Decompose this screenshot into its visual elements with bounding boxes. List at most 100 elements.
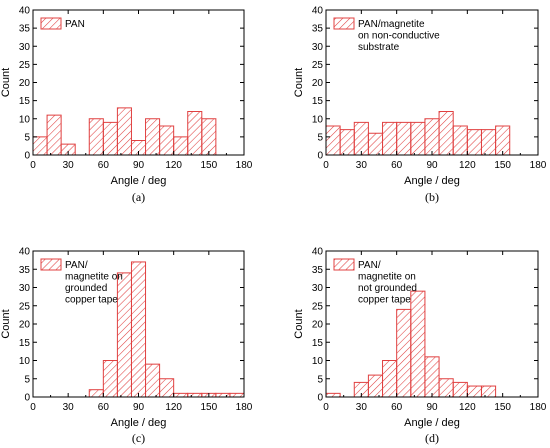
y-tick-label: 5 (317, 374, 323, 385)
y-tick-label: 15 (312, 338, 324, 349)
histogram-bar (130, 261, 147, 398)
y-tick-label: 35 (19, 24, 31, 35)
x-tick-label: 60 (391, 402, 403, 413)
histogram-bar (102, 360, 118, 398)
histogram-bar (466, 129, 482, 156)
y-tick-label: 35 (19, 265, 31, 276)
x-axis-label: Angle / deg (404, 417, 460, 429)
histogram-bar (102, 121, 118, 156)
histogram-bar (339, 129, 355, 156)
histogram-bar (229, 392, 245, 398)
histogram-bar (145, 118, 161, 156)
y-tick-label: 20 (312, 78, 324, 89)
legend-label: substrate (358, 42, 400, 53)
histogram-bar (480, 129, 497, 156)
y-tick-label: 30 (19, 42, 31, 53)
x-tick-label: 180 (236, 402, 253, 413)
legend-label: magnetite on (65, 272, 123, 283)
histogram-bar (410, 121, 426, 156)
histogram-bar (396, 121, 412, 156)
y-tick-label: 0 (317, 151, 323, 162)
y-tick-label: 10 (312, 356, 324, 367)
y-tick-label: 25 (19, 301, 31, 312)
histogram-bar (159, 378, 175, 398)
x-tick-label: 30 (356, 402, 368, 413)
x-tick-label: 150 (494, 160, 511, 171)
histogram-bar (353, 121, 369, 156)
x-tick-label: 0 (30, 160, 36, 171)
panel-caption: (c) (132, 431, 145, 445)
legend-label: copper tape (358, 295, 411, 306)
x-tick-label: 150 (200, 160, 217, 171)
y-tick-label: 0 (24, 151, 30, 162)
histogram-bar (466, 385, 482, 398)
y-tick-label: 10 (19, 356, 31, 367)
y-tick-label: 0 (317, 393, 323, 404)
x-tick-label: 0 (323, 160, 329, 171)
histogram-bar (88, 389, 104, 398)
panel-caption: (a) (132, 190, 145, 204)
x-tick-label: 120 (459, 160, 476, 171)
histogram-bar (116, 272, 132, 398)
x-tick-label: 120 (165, 402, 182, 413)
panel-caption: (d) (425, 431, 439, 445)
y-tick-label: 40 (19, 6, 31, 17)
y-tick-label: 25 (19, 60, 31, 71)
x-tick-label: 90 (133, 160, 145, 171)
x-tick-label: 0 (323, 402, 329, 413)
y-tick-label: 20 (19, 78, 31, 89)
y-tick-label: 15 (19, 338, 31, 349)
legend-label: not grounded (358, 283, 417, 294)
x-tick-label: 30 (63, 160, 75, 171)
histogram-bar (187, 111, 203, 156)
x-tick-label: 180 (530, 402, 547, 413)
x-tick-label: 30 (356, 160, 368, 171)
x-tick-label: 90 (133, 402, 145, 413)
legend-label: copper tape (65, 295, 118, 306)
legend-label: grounded (65, 283, 107, 294)
legend-label: PAN/ (358, 260, 381, 271)
histogram-bar (424, 118, 440, 156)
histogram-bar (396, 308, 412, 398)
histogram-bar (187, 392, 203, 398)
y-axis-label: Count (0, 68, 12, 97)
histogram-bar (88, 118, 104, 156)
y-axis-label: Count (0, 309, 12, 338)
x-tick-label: 90 (426, 160, 438, 171)
y-tick-label: 25 (312, 301, 324, 312)
chart-panel-1: 0 30 60 90 120 150 180 0 5 10 15 20 25 30 35 40 Angle / … (0, 6, 253, 205)
histogram-bar (159, 125, 175, 156)
legend-label: on non-conductive (358, 31, 440, 42)
legend-label: PAN/ (65, 260, 88, 271)
x-tick-label: 150 (494, 402, 511, 413)
legend-label: PAN/magnetite (358, 19, 425, 30)
histogram-bar (495, 125, 511, 156)
histogram-bar (452, 381, 468, 398)
y-axis-label: Count (293, 68, 305, 97)
legend-swatch (40, 258, 62, 271)
y-tick-label: 0 (24, 393, 30, 404)
histogram-bar (32, 136, 48, 156)
y-tick-label: 10 (312, 114, 324, 125)
y-tick-label: 30 (312, 283, 324, 294)
y-tick-label: 40 (312, 6, 324, 17)
x-axis-label: Angle / deg (111, 417, 167, 429)
chart-panel-4: 0 30 60 90 120 150 180 0 5 10 15 20 25 30 35 40 Angle / … (293, 247, 547, 446)
x-tick-label: 120 (165, 160, 182, 171)
x-tick-label: 60 (391, 160, 403, 171)
histogram-bar (145, 363, 161, 398)
y-tick-label: 35 (312, 24, 324, 35)
y-tick-label: 20 (312, 320, 324, 331)
histogram-bar (367, 132, 384, 156)
x-tick-label: 0 (30, 402, 36, 413)
y-tick-label: 35 (312, 265, 324, 276)
y-axis-label: Count (293, 309, 305, 338)
y-tick-label: 25 (312, 60, 324, 71)
histogram-bar (325, 392, 341, 398)
histogram-bar (116, 107, 132, 156)
y-tick-label: 30 (19, 283, 31, 294)
